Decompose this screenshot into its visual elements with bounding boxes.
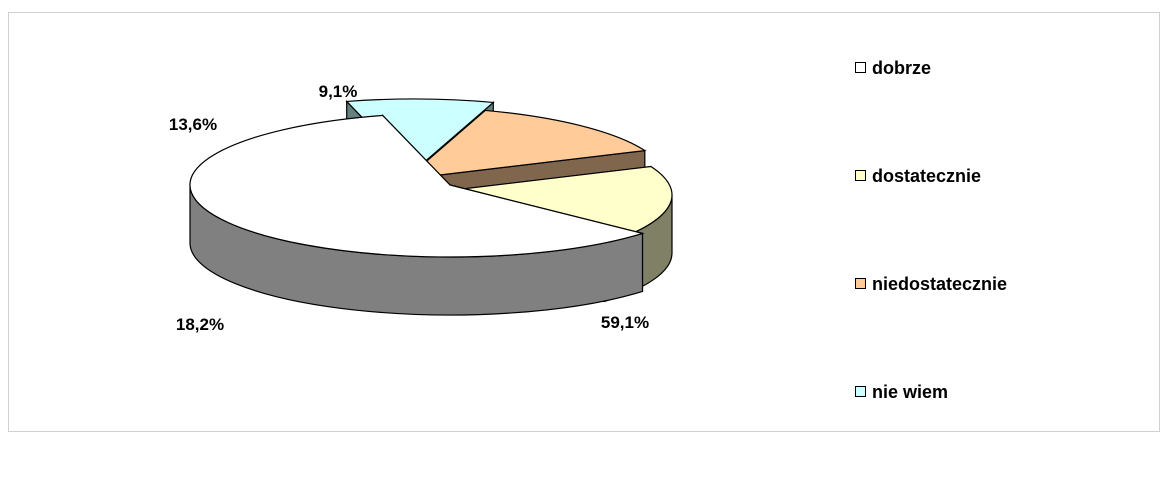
legend: dobrze dostatecznie niedostatecznie nie … [855,58,1007,490]
legend-item-niedostatecznie: niedostatecznie [855,274,1007,382]
legend-label-dostatecznie: dostatecznie [872,166,982,186]
legend-swatch-dostatecznie [855,170,866,181]
legend-label-nie-wiem: nie wiem [872,382,949,402]
pie-slice-dobrze [189,113,645,316]
legend-item-nie-wiem: nie wiem [855,382,1007,490]
legend-swatch-niedostatecznie [855,278,866,289]
data-label-dobrze: 59,1% [601,313,649,332]
pie-chart: 59,1% 18,2% 13,6% 9,1% [169,82,673,334]
legend-item-dostatecznie: dostatecznie [855,166,1007,274]
data-label-niedostatecznie: 13,6% [169,115,217,134]
legend-swatch-nie-wiem [855,386,866,397]
legend-swatch-dobrze [855,62,866,73]
legend-label-niedostatecznie: niedostatecznie [872,274,1008,294]
data-label-nie-wiem: 9,1% [319,82,358,101]
data-label-dostatecznie: 18,2% [176,315,224,334]
legend-label-dobrze: dobrze [872,58,932,78]
legend-item-dobrze: dobrze [855,58,1007,166]
